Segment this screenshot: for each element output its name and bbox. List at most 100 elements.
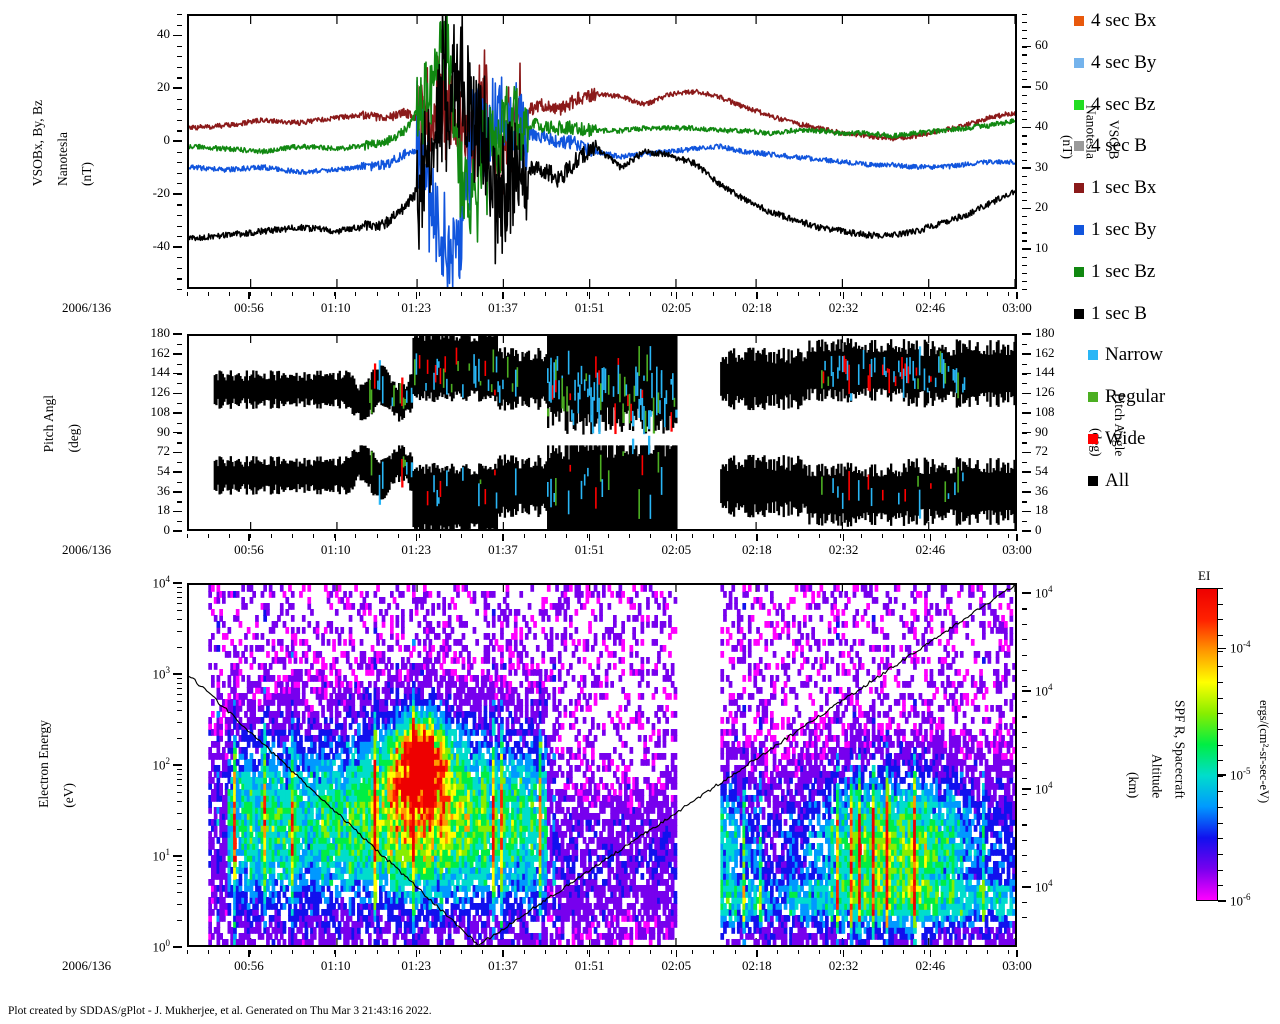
legend-swatch-icon <box>1074 183 1084 194</box>
axis-minor-tick <box>1022 412 1027 414</box>
axis-minor-tick <box>1022 593 1027 595</box>
time-tick <box>415 292 417 299</box>
axis-tick-label: 18 <box>1035 502 1048 518</box>
time-minor-tick <box>608 950 610 954</box>
axis-minor-tick <box>177 883 182 885</box>
legend-item-1-sec-bz[interactable]: 1 sec Bz <box>1074 261 1155 283</box>
colorbar-ticks: 10-4 10-5 10-6 <box>1218 588 1278 908</box>
time-minor-tick <box>797 534 799 538</box>
time-tick-label: 02:18 <box>742 958 772 973</box>
legend-item-narrow[interactable]: Narrow <box>1074 344 1163 366</box>
axis-minor-tick <box>177 162 182 164</box>
pitch-left-axis-title: Pitch Angl (deg) <box>22 395 102 457</box>
axis-minor-tick <box>1022 54 1027 56</box>
time-minor-tick <box>376 534 378 538</box>
legend-swatch-icon <box>1074 99 1084 110</box>
axis-tick <box>1022 788 1031 790</box>
legend-label: Wide <box>1105 428 1146 449</box>
mag-left-title-line1: VSOBx, By, Bz <box>30 100 46 187</box>
legend-item-4-sec-by[interactable]: 4 sec By <box>1074 52 1156 74</box>
axis-minor-tick <box>1022 264 1027 266</box>
axis-tick-label: 126 <box>1035 384 1055 400</box>
time-minor-tick <box>692 292 694 296</box>
time-minor-tick <box>271 950 273 954</box>
time-minor-tick <box>881 292 883 296</box>
time-minor-tick <box>671 534 673 538</box>
time-tick <box>415 950 417 957</box>
axis-minor-tick <box>177 393 182 395</box>
colorbar-minor-tick <box>1218 760 1223 762</box>
legend-item-4-sec-bz[interactable]: 4 sec Bz <box>1074 94 1155 116</box>
time-tick <box>842 292 845 299</box>
time-tick <box>335 534 337 541</box>
axis-tick-label: 101 <box>152 847 171 864</box>
axis-tick-label: 144 <box>150 364 171 380</box>
axis-minor-tick <box>177 903 182 905</box>
time-tick <box>248 950 250 957</box>
axis-minor-tick <box>177 172 182 174</box>
time-tick <box>675 950 678 957</box>
axis-minor-tick <box>1022 886 1027 888</box>
axis-tick <box>173 764 182 766</box>
electron-spectrogram-panel <box>187 583 1017 947</box>
axis-minor-tick <box>1022 685 1027 687</box>
time-minor-tick <box>860 950 862 954</box>
legend-item-all[interactable]: All <box>1074 470 1129 492</box>
pitch-left-axis-ticks: 180 162 144 126 108 90 72 54 36 18 0 <box>120 325 182 537</box>
legend-swatch-icon <box>1074 141 1084 152</box>
axis-minor-tick <box>177 334 182 336</box>
colorbar-minor-tick <box>1218 681 1223 683</box>
legend-item-1-sec-bx[interactable]: 1 sec Bx <box>1074 177 1156 199</box>
axis-minor-tick <box>1022 70 1027 72</box>
axis-minor-tick <box>177 98 182 100</box>
axis-minor-tick <box>1022 670 1027 672</box>
axis-minor-tick <box>1022 111 1027 113</box>
axis-minor-tick <box>177 471 182 474</box>
time-minor-tick <box>966 950 968 954</box>
time-tick-label: 02:32 <box>828 300 859 315</box>
colorbar-title: EI <box>1198 568 1211 583</box>
axis-minor-tick <box>1022 280 1027 283</box>
legend-item-wide[interactable]: Wide <box>1074 428 1145 450</box>
mag-left-axis-title: VSOBx, By, Bz Nanotesla (nT) <box>18 100 108 191</box>
axis-minor-tick <box>1022 183 1027 186</box>
axis-minor-tick <box>177 14 182 16</box>
axis-minor-tick <box>177 225 182 227</box>
axis-minor-tick <box>1022 608 1027 610</box>
time-minor-tick <box>903 950 905 954</box>
axis-minor-tick <box>177 682 182 684</box>
legend-item-1-sec-b[interactable]: 1 sec B <box>1074 303 1147 325</box>
axis-minor-tick <box>177 278 182 280</box>
axis-tick-label: 36 <box>1035 482 1048 498</box>
axis-minor-tick <box>1022 119 1027 121</box>
pitch-time-axis: 00:56 01:10 01:23 01:37 01:51 02:05 02:18 02:32… <box>187 534 1032 560</box>
time-minor-tick <box>523 292 525 296</box>
time-minor-tick <box>797 292 799 296</box>
axis-tick-label: 102 <box>152 756 171 773</box>
time-minor-tick <box>439 950 441 954</box>
time-minor-tick <box>629 292 631 296</box>
axis-minor-tick <box>1022 731 1027 733</box>
legend-item-1-sec-by[interactable]: 1 sec By <box>1074 219 1156 241</box>
time-tick-label: 00:56 <box>234 300 264 315</box>
legend-label: 1 sec B <box>1091 302 1147 324</box>
time-minor-tick <box>818 950 820 954</box>
time-tick-label: 02:46 <box>915 958 946 973</box>
axis-minor-tick <box>1022 334 1027 336</box>
axis-minor-tick <box>177 876 182 878</box>
axis-minor-tick <box>1022 623 1027 625</box>
colorbar-minor-tick <box>1218 791 1223 793</box>
time-minor-tick <box>692 534 694 538</box>
axis-minor-tick <box>1022 824 1027 826</box>
axis-minor-tick <box>1022 383 1027 385</box>
pitch-left-title-line2: (deg) <box>65 423 81 453</box>
axis-tick <box>173 855 182 857</box>
legend-item-4-sec-b[interactable]: 4 sec B <box>1074 135 1147 157</box>
axis-minor-tick <box>1022 135 1027 137</box>
legend-item-regular[interactable]: Regular <box>1074 386 1165 408</box>
time-minor-tick <box>355 292 357 296</box>
colorbar-minor-tick <box>1218 728 1223 730</box>
axis-minor-tick <box>177 521 182 523</box>
legend-swatch-icon <box>1074 57 1084 68</box>
legend-item-4-sec-bx[interactable]: 4 sec Bx <box>1074 10 1156 32</box>
